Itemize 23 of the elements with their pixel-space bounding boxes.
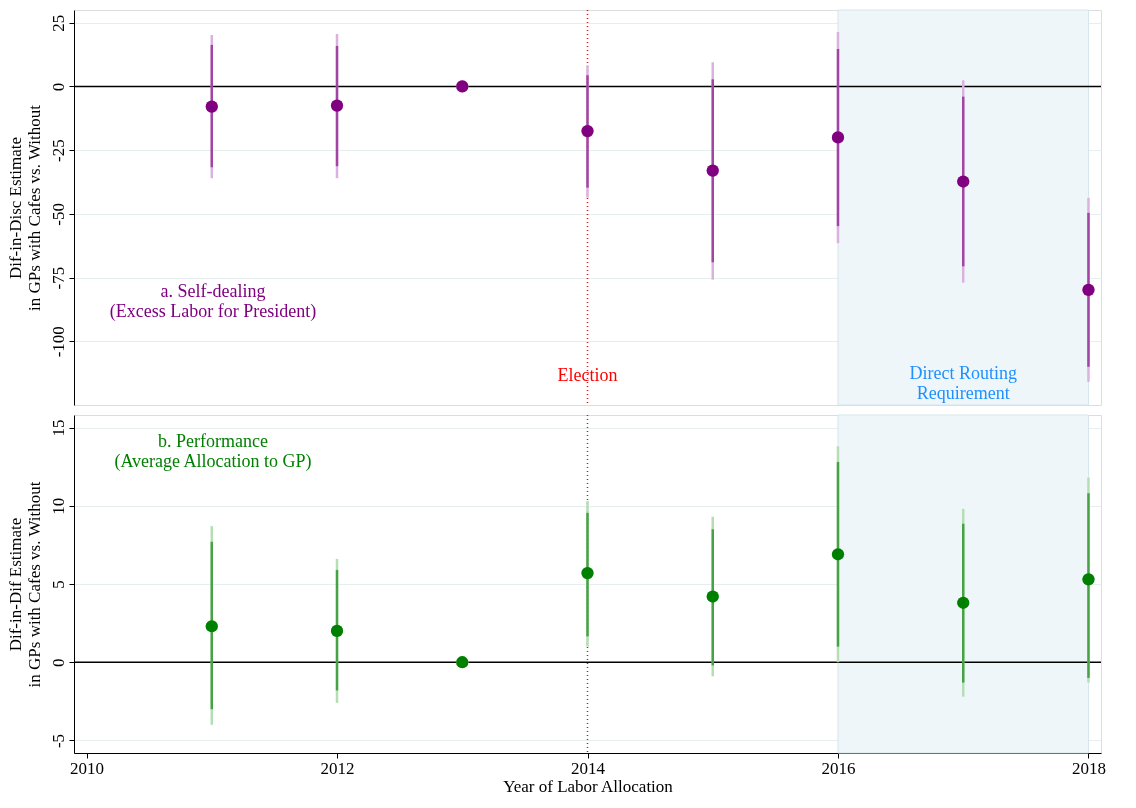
- x-tick-label: 2016: [821, 758, 856, 778]
- annotation: a. Self-dealing (Excess Labor for President): [109, 280, 317, 322]
- y-tick-label: 25: [48, 14, 68, 32]
- y-tick-label: -100: [48, 326, 68, 358]
- x-tick-label: 2012: [320, 758, 355, 778]
- y-tick-label: 0: [48, 82, 68, 92]
- y-tick-label: 5: [48, 580, 68, 589]
- y-tick-label: -50: [48, 203, 68, 226]
- x-tick-label: 2014: [571, 758, 606, 778]
- band-label: Direct Routing Requirement: [909, 363, 1017, 403]
- annotation: b. Performance (Average Allocation to GP): [114, 431, 312, 472]
- y-axis-title: Dif-in-Disc Estimate in GPs with Cafes vs. Without: [5, 104, 44, 311]
- y-axis-title: Dif-in-Dif Estimate in GPs with Cafes vs. Without: [5, 481, 44, 688]
- x-tick-label: 2018: [1071, 758, 1106, 778]
- y-tick-label: 10: [48, 497, 68, 515]
- y-tick-label: -25: [48, 139, 68, 162]
- y-tick-label: -75: [48, 266, 68, 290]
- x-tick-label: 2010: [70, 758, 105, 778]
- y-tick-label: -5: [48, 733, 68, 749]
- x-axis-title: Year of Labor Allocation: [503, 776, 674, 796]
- y-tick-label: 15: [48, 419, 68, 437]
- y-tick-label: 0: [48, 658, 68, 667]
- ref-line-label: Election: [557, 365, 618, 385]
